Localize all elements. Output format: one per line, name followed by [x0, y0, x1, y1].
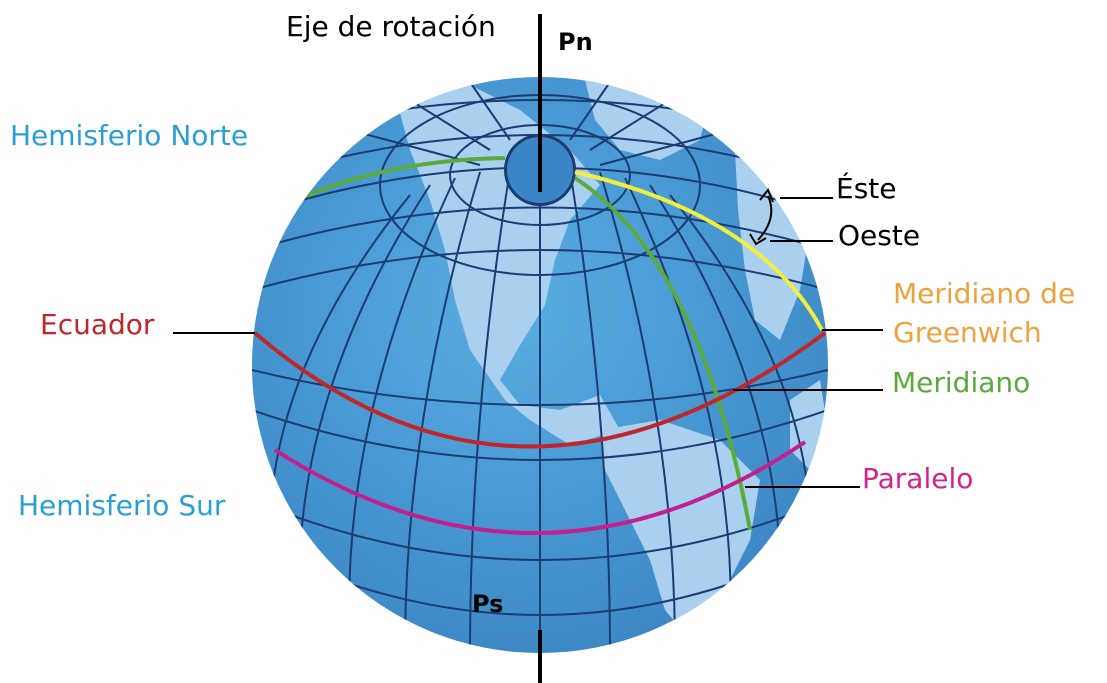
meridian-line: [409, 99, 491, 151]
meridian-line: [599, 129, 731, 166]
equator-label: Ecuador: [40, 308, 155, 341]
parallel-label: Paralelo: [862, 462, 973, 495]
south-pole-label: Ps: [472, 590, 503, 618]
east-arrowhead: [759, 188, 774, 203]
meridian-line: [624, 177, 732, 641]
meridian-line: [599, 171, 676, 651]
meridian-line: [569, 81, 611, 141]
south-hemisphere-label: Hemisferio Sur: [18, 489, 226, 522]
meridian-line: [469, 169, 511, 653]
meridian-line: [589, 99, 671, 151]
meridian-line: [569, 169, 611, 653]
meridian-label: Meridiano: [892, 366, 1030, 399]
meridian-green-right: [573, 176, 752, 531]
greenwich-label-line1: Meridiano de: [893, 277, 1075, 310]
west-arrowhead: [749, 233, 767, 246]
greenwich-meridian-line: [574, 170, 824, 331]
meridian-line: [348, 177, 456, 641]
meridian-line: [404, 171, 481, 651]
east-label: Éste: [836, 171, 896, 205]
greenwich-label-line2: Greenwich: [893, 316, 1042, 349]
west-label: Oeste: [838, 219, 920, 252]
meridian-green-left: [284, 156, 506, 207]
parallel-highlight-line: [273, 440, 807, 536]
north-hemisphere-label: Hemisferio Norte: [10, 119, 248, 152]
east-west-arrow: [757, 195, 773, 241]
meridian-line: [469, 81, 511, 141]
equator-line: [253, 331, 827, 449]
north-pole-label: Pn: [558, 28, 593, 56]
axis-label: Eje de rotación: [286, 10, 496, 43]
